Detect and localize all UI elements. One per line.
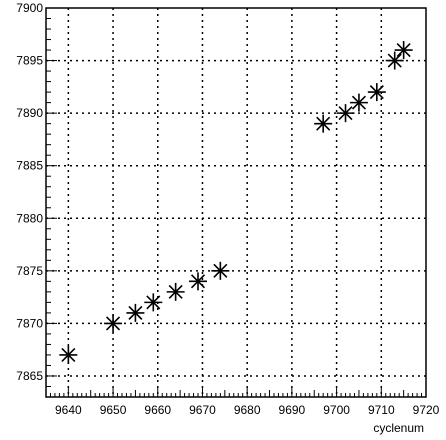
marker-stroke bbox=[213, 263, 228, 278]
x-tick-label: 9640 bbox=[55, 403, 82, 417]
marker-stroke bbox=[387, 53, 402, 68]
data-point bbox=[349, 93, 368, 112]
marker-stroke bbox=[61, 347, 76, 362]
tick-labels: 9640 9650 9660 9670 9680 9690 9700 9710 9720 7865… bbox=[16, 1, 439, 417]
marker-stroke bbox=[351, 95, 366, 110]
data-point bbox=[385, 51, 404, 70]
x-axis-label: cyclenum bbox=[373, 421, 424, 435]
marker-stroke bbox=[396, 43, 411, 58]
marker-stroke bbox=[338, 106, 353, 121]
data-point bbox=[189, 272, 207, 291]
y-tick-label: 7875 bbox=[16, 264, 43, 278]
plot-frame bbox=[45, 7, 427, 398]
data-point bbox=[104, 314, 123, 333]
data-points bbox=[59, 41, 413, 364]
x-tick-label: 9680 bbox=[234, 403, 261, 417]
y-tick-label: 7900 bbox=[16, 1, 43, 15]
x-tick-label: 9720 bbox=[413, 403, 440, 417]
marker-stroke bbox=[106, 316, 121, 331]
data-point bbox=[314, 114, 333, 133]
y-tick-label: 7865 bbox=[16, 369, 43, 383]
y-tick-label: 7870 bbox=[16, 316, 43, 330]
data-point bbox=[211, 261, 230, 280]
y-tick-label: 7890 bbox=[16, 106, 43, 120]
data-point bbox=[59, 345, 78, 364]
marker-stroke bbox=[190, 274, 206, 289]
x-tick-label: 9710 bbox=[368, 403, 395, 417]
data-point bbox=[336, 104, 355, 123]
marker-stroke bbox=[128, 305, 143, 320]
y-tick-label: 7885 bbox=[16, 159, 43, 173]
marker-stroke bbox=[369, 85, 384, 100]
marker-stroke bbox=[146, 295, 161, 310]
y-tick-label: 7880 bbox=[16, 211, 43, 225]
x-tick-label: 9690 bbox=[279, 403, 306, 417]
data-point bbox=[144, 293, 163, 312]
data-point bbox=[367, 83, 386, 102]
data-point bbox=[166, 282, 185, 301]
marker-stroke bbox=[316, 116, 331, 131]
x-tick-label: 9700 bbox=[323, 403, 350, 417]
data-point bbox=[126, 303, 145, 322]
x-tick-label: 9670 bbox=[189, 403, 216, 417]
x-tick-label: 9660 bbox=[144, 403, 171, 417]
y-tick-label: 7895 bbox=[16, 54, 43, 68]
data-point bbox=[394, 41, 413, 60]
x-tick-label: 9650 bbox=[100, 403, 127, 417]
marker-stroke bbox=[168, 284, 183, 299]
